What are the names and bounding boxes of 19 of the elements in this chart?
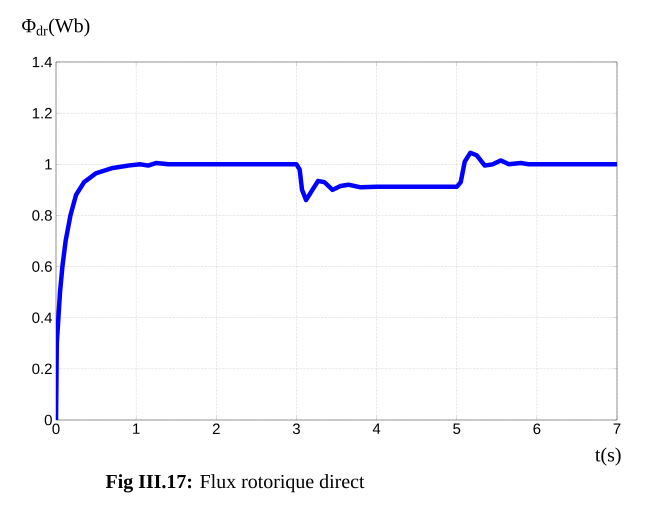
text: Fig III.17: Flux rotorique direct (106, 474, 364, 492)
y-tick-label: 1.4 (32, 56, 52, 68)
y-axis-title: Φ$_{dr}$(Wb) (22, 18, 90, 36)
x-axis-title: t(s) (595, 448, 621, 466)
y-tick-label: 1.2 (32, 108, 52, 118)
x-tick-label: 2 (212, 424, 220, 434)
x-tick-label: 5 (453, 424, 460, 434)
y-tick-label: 0.4 (32, 312, 52, 323)
y-tick-label: 0.8 (32, 210, 52, 221)
x-tick-label: 7 (614, 424, 620, 434)
x-tick-label: 0 (52, 424, 60, 434)
y-tick-label: 0.6 (32, 261, 52, 272)
y-tick-label: 1 (45, 159, 52, 170)
y-tick-label: 0 (44, 414, 52, 426)
x-tick-label: 6 (533, 424, 540, 434)
x-tick-label: 1 (133, 424, 140, 434)
x-tick-label: 4 (372, 424, 380, 434)
x-tick-label: 3 (292, 424, 300, 434)
y-tick-label: 0.2 (32, 364, 52, 374)
